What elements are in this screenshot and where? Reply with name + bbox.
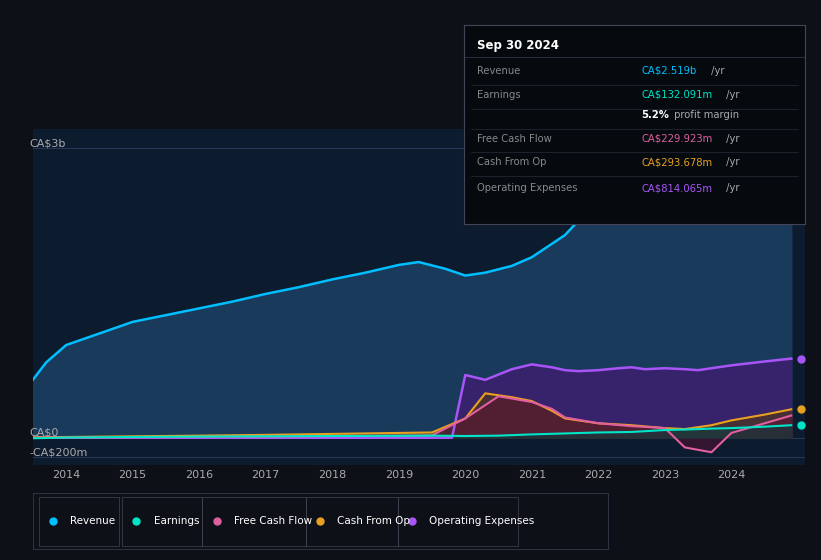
Text: 2014: 2014 — [52, 470, 80, 480]
Text: Free Cash Flow: Free Cash Flow — [478, 133, 553, 143]
Text: /yr: /yr — [723, 157, 740, 167]
Text: /yr: /yr — [723, 133, 740, 143]
Text: Earnings: Earnings — [154, 516, 199, 526]
Text: 2021: 2021 — [518, 470, 546, 480]
Text: CA$293.678m: CA$293.678m — [641, 157, 712, 167]
Text: Sep 30 2024: Sep 30 2024 — [478, 39, 559, 52]
Text: 2020: 2020 — [452, 470, 479, 480]
Text: 5.2%: 5.2% — [641, 110, 669, 120]
Text: -CA$200m: -CA$200m — [30, 447, 88, 457]
Text: 2016: 2016 — [185, 470, 213, 480]
Text: Revenue: Revenue — [478, 66, 521, 76]
Text: Free Cash Flow: Free Cash Flow — [234, 516, 312, 526]
Text: profit margin: profit margin — [671, 110, 739, 120]
Text: CA$132.091m: CA$132.091m — [641, 90, 712, 100]
Text: 2015: 2015 — [118, 470, 147, 480]
Text: 2019: 2019 — [384, 470, 413, 480]
Text: CA$229.923m: CA$229.923m — [641, 133, 713, 143]
Text: 2022: 2022 — [585, 470, 612, 480]
Text: Earnings: Earnings — [478, 90, 521, 100]
Text: Cash From Op: Cash From Op — [478, 157, 547, 167]
Text: CA$3b: CA$3b — [30, 138, 66, 148]
Text: 2017: 2017 — [251, 470, 280, 480]
Text: Cash From Op: Cash From Op — [337, 516, 410, 526]
Text: Revenue: Revenue — [71, 516, 115, 526]
Text: CA$2.519b: CA$2.519b — [641, 66, 696, 76]
Text: Operating Expenses: Operating Expenses — [478, 183, 578, 193]
Text: 2018: 2018 — [318, 470, 346, 480]
Text: /yr: /yr — [723, 183, 740, 193]
Text: CA$0: CA$0 — [30, 428, 59, 438]
Text: /yr: /yr — [723, 90, 740, 100]
Text: 2024: 2024 — [718, 470, 745, 480]
Text: /yr: /yr — [709, 66, 725, 76]
Text: Operating Expenses: Operating Expenses — [429, 516, 534, 526]
Text: 2023: 2023 — [651, 470, 679, 480]
Text: CA$814.065m: CA$814.065m — [641, 183, 712, 193]
